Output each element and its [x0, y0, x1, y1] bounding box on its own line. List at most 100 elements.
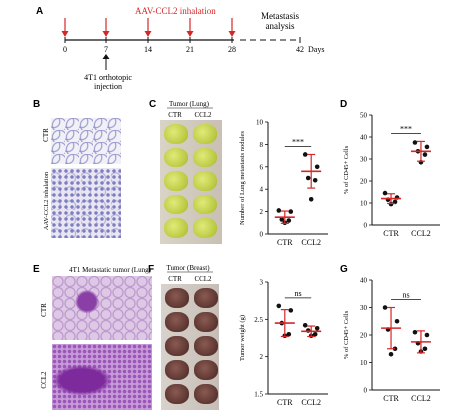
- panel-c-photo-header: C Tumor (Lung) CTR CCL2: [149, 99, 213, 119]
- x-tick-label: CCL2: [301, 398, 321, 407]
- photo-col-label: CTR: [168, 111, 182, 119]
- y-tick-label: 2: [260, 208, 264, 216]
- chart-g: G 0 10 20 30 40 CTR CCL2 % of CD45+ Cells ns: [340, 264, 440, 403]
- y-tick-label: 20: [360, 178, 368, 186]
- day-labels: 0 7 14 21 28 42: [63, 45, 304, 54]
- photo-title: Tumor (Breast): [166, 264, 210, 272]
- data-point: [288, 209, 294, 214]
- he-ccl2-image: [52, 344, 152, 410]
- data-point: [422, 152, 428, 157]
- data-point: [302, 152, 308, 157]
- injection-label: 4T1 orthotopic: [84, 73, 132, 82]
- day-label: 21: [186, 45, 194, 54]
- data-point: [394, 318, 400, 324]
- x-tick-label: CTR: [383, 394, 399, 403]
- data-point: [422, 346, 428, 352]
- y-tick-label: 0: [364, 222, 368, 230]
- row-label: AAV-CCL2 inhalation: [43, 171, 50, 230]
- panel-letter-c: C: [149, 99, 156, 110]
- data-point: [312, 177, 318, 183]
- injection-arrow: [102, 54, 110, 70]
- timeline-ticks: [64, 37, 301, 43]
- inhalation-arrows: [61, 18, 236, 37]
- organ-specimen: [193, 218, 217, 238]
- inhalation-arrow: [144, 18, 152, 37]
- x-tick-label: CTR: [383, 229, 399, 238]
- data-point: [314, 325, 320, 331]
- chart-f: 1.5 2 2.5 3 CTR CCL2 Tumor weight (g) ns: [239, 279, 328, 407]
- y-tick-label: 6: [260, 163, 264, 171]
- panel-b: B CTR AAV-CCL2 inhalation: [33, 99, 50, 230]
- day-label: 0: [63, 45, 67, 54]
- day-label: 28: [228, 45, 236, 54]
- x-tick-label: CTR: [277, 238, 293, 247]
- histology-ctr-image: [51, 118, 121, 164]
- organ-specimen: [164, 194, 188, 215]
- day-label: 14: [144, 45, 152, 54]
- data-point: [308, 196, 314, 202]
- y-tick-label: 0: [260, 231, 264, 239]
- y-tick-label: 4: [260, 186, 264, 194]
- organ-specimen: [164, 147, 188, 168]
- data-point: [314, 164, 320, 170]
- y-tick-label: 1.5: [254, 391, 263, 399]
- organ-specimen: [194, 336, 218, 356]
- panel-letter-g: G: [340, 264, 348, 275]
- y-tick-label: 10: [256, 119, 264, 127]
- injection-label: injection: [94, 82, 122, 91]
- significance-label: ns: [294, 289, 301, 298]
- y-tick-label: 30: [360, 304, 368, 312]
- y-axis-label: % of CD45+ Cells: [343, 145, 350, 194]
- data-point: [276, 303, 282, 309]
- endpoint-label: analysis: [266, 21, 295, 31]
- chart-d: D 0 10 20 30 40 50 CTR CCL2 % of CD45+ Cells ***: [340, 99, 440, 238]
- inhalation-label: AAV-CCL2 inhalation: [135, 6, 216, 16]
- data-point: [312, 331, 318, 337]
- y-tick-label: 10: [360, 200, 368, 208]
- day-label: 7: [104, 45, 108, 54]
- significance-label: ***: [292, 137, 304, 146]
- y-tick-label: 40: [360, 134, 368, 142]
- panel-e-title: 4T1 Metastatic tumor (Lung): [69, 266, 152, 274]
- panel-letter-b: B: [33, 99, 40, 110]
- panel-f-photo-header: F Tumor (Breast) CTR CCL2: [148, 264, 213, 283]
- data-point: [382, 305, 388, 310]
- significance-label: ns: [402, 291, 409, 300]
- data-point: [302, 323, 308, 328]
- y-tick-label: 50: [360, 112, 368, 120]
- days-unit: Days: [308, 45, 324, 54]
- organ-specimen: [165, 384, 189, 404]
- data-point: [412, 329, 418, 335]
- organ-specimen: [165, 360, 189, 380]
- organ-specimen: [165, 288, 189, 308]
- y-axis-label: Tumor weight (g): [239, 315, 246, 361]
- endpoint-label: Metastasis: [261, 11, 299, 21]
- photo-title: Tumor (Lung): [169, 100, 210, 108]
- y-tick-label: 2.5: [254, 316, 263, 324]
- y-tick-label: 30: [360, 156, 368, 164]
- y-tick-label: 2: [260, 353, 264, 361]
- organ-specimen: [194, 360, 218, 380]
- inhalation-arrow: [102, 18, 110, 37]
- y-tick-label: 20: [360, 332, 368, 340]
- panel-letter-d: D: [340, 99, 347, 110]
- y-tick-label: 40: [360, 277, 368, 285]
- data-point: [276, 208, 282, 213]
- organ-specimen: [164, 124, 188, 144]
- photo-col-label: CCL2: [194, 275, 212, 283]
- row-label: CCL2: [40, 371, 48, 389]
- chart-c: 0 2 4 6 8 10 CTR CCL2 Number of Lung metastasis …: [239, 119, 328, 247]
- y-axis-label: % of CD45+ Cells: [343, 310, 350, 359]
- data-point: [424, 144, 430, 150]
- data-point: [286, 331, 292, 337]
- organ-specimen: [193, 124, 217, 144]
- organ-specimen: [193, 171, 217, 191]
- organ-specimen: [165, 336, 189, 356]
- lung-tumor-photo: [160, 120, 222, 244]
- organ-specimen: [165, 312, 189, 332]
- panel-e: E 4T1 Metastatic tumor (Lung) CTR CCL2: [33, 264, 152, 389]
- he-ctr-image: [52, 276, 152, 340]
- histology-ccl2-image: [51, 168, 121, 238]
- organ-specimen: [194, 288, 218, 308]
- x-tick-label: CTR: [277, 398, 293, 407]
